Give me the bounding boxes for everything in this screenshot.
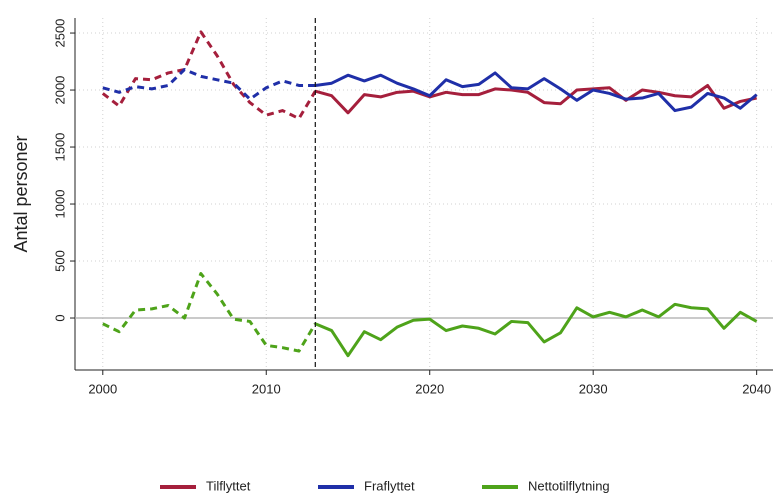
y-tick-label: 2500 (52, 19, 67, 48)
x-tick-label: 2040 (742, 381, 771, 396)
y-tick-label: 1500 (52, 133, 67, 162)
legend-label: Fraflyttet (364, 478, 415, 493)
x-tick-label: 2000 (88, 381, 117, 396)
series-line (314, 83, 757, 115)
x-tick-label: 2020 (415, 381, 444, 396)
legend-label: Nettotilflytning (528, 478, 610, 493)
series-line (101, 30, 317, 121)
series-line (102, 272, 317, 353)
y-tick-label: 2000 (52, 76, 67, 105)
y-tick-label: 0 (52, 314, 67, 321)
x-tick-label: 2030 (579, 381, 608, 396)
y-tick-label: 500 (52, 250, 67, 272)
y-tick-label: 1000 (52, 190, 67, 219)
legend-label: Tilflyttet (206, 478, 251, 493)
series-line (102, 68, 316, 101)
series-line (314, 302, 758, 358)
series-line (315, 71, 758, 113)
y-axis-label: Antal personer (11, 135, 31, 252)
x-tick-label: 2010 (252, 381, 281, 396)
